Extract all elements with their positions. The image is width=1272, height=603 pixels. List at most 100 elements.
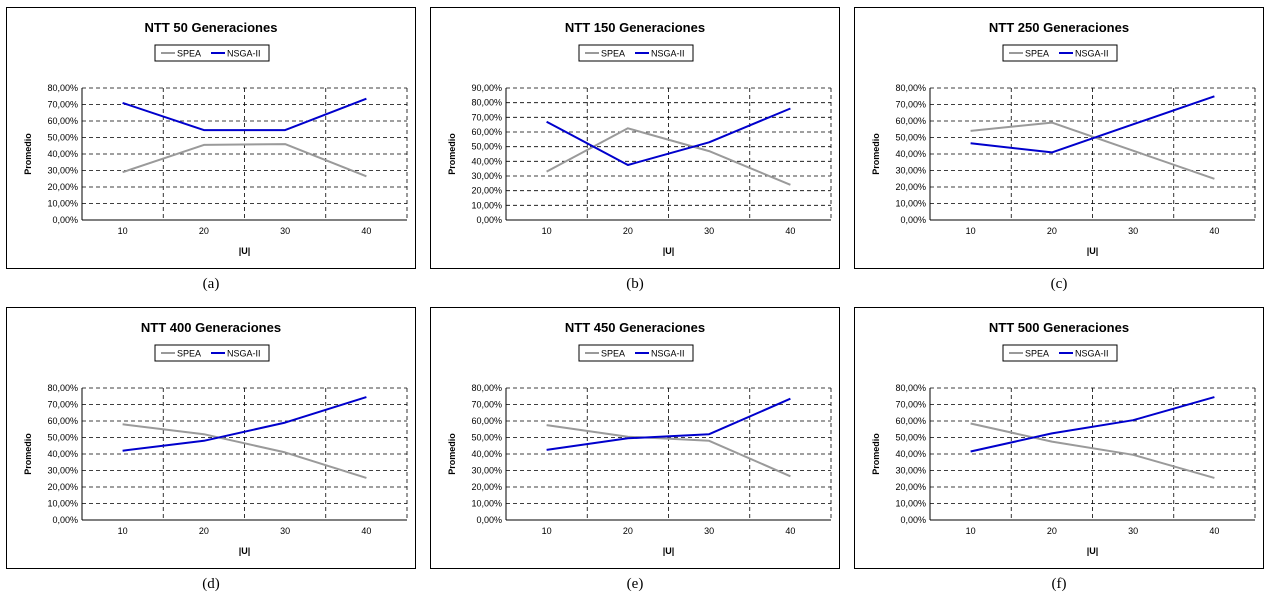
x-tick-label: 30 bbox=[280, 526, 290, 536]
x-axis-label: |U| bbox=[239, 246, 251, 256]
y-tick-label: 0,00% bbox=[476, 515, 502, 525]
chart-title: NTT 50 Generaciones bbox=[145, 20, 278, 35]
y-tick-label: 10,00% bbox=[895, 199, 926, 209]
y-tick-label: 80,00% bbox=[895, 383, 926, 393]
y-tick-label: 80,00% bbox=[895, 83, 926, 93]
x-tick-label: 10 bbox=[542, 526, 552, 536]
x-axis-label: |U| bbox=[1087, 546, 1099, 556]
y-tick-label: 30,00% bbox=[895, 466, 926, 476]
y-tick-label: 10,00% bbox=[471, 200, 502, 210]
y-tick-label: 80,00% bbox=[47, 383, 78, 393]
x-tick-label: 20 bbox=[199, 526, 209, 536]
y-tick-label: 60,00% bbox=[471, 127, 502, 137]
series-line-spea bbox=[546, 127, 791, 186]
x-axis-label: |U| bbox=[1087, 246, 1099, 256]
y-tick-label: 0,00% bbox=[476, 215, 502, 225]
x-tick-label: 20 bbox=[1047, 226, 1057, 236]
x-tick-label: 40 bbox=[1209, 226, 1219, 236]
legend-label-spea: SPEA bbox=[601, 49, 625, 59]
x-tick-label: 10 bbox=[966, 226, 976, 236]
caption-c: (c) bbox=[1050, 276, 1068, 292]
x-tick-label: 10 bbox=[542, 226, 552, 236]
x-tick-label: 30 bbox=[1128, 226, 1138, 236]
legend-label-spea: SPEA bbox=[177, 49, 201, 59]
x-tick-label: 10 bbox=[966, 526, 976, 536]
series-line-spea bbox=[546, 424, 791, 478]
legend-label-nsga-ii: NSGA-II bbox=[227, 349, 261, 359]
y-axis-label: Promedio bbox=[447, 433, 457, 475]
chart-svg-d: NTT 400 Generaciones SPEA NSGA-II 0,00% 10,0… bbox=[23, 320, 408, 556]
chart-svg-f: NTT 500 Generaciones SPEA NSGA-II 0,00% 10,0… bbox=[871, 320, 1256, 556]
caption-d: (d) bbox=[202, 576, 220, 592]
series-line-nsga-ii bbox=[970, 396, 1215, 453]
chart-panel-b: NTT 150 Generaciones SPEA NSGA-II 0,00% 10,0… bbox=[430, 7, 840, 269]
y-tick-label: 80,00% bbox=[471, 98, 502, 108]
series-line-nsga-ii bbox=[122, 396, 367, 452]
legend-label-spea: SPEA bbox=[177, 349, 201, 359]
series-line-spea bbox=[122, 423, 367, 479]
y-tick-label: 50,00% bbox=[471, 142, 502, 152]
y-tick-label: 30,00% bbox=[895, 166, 926, 176]
y-tick-label: 40,00% bbox=[471, 449, 502, 459]
x-tick-label: 40 bbox=[785, 226, 795, 236]
x-tick-label: 40 bbox=[361, 226, 371, 236]
y-tick-label: 30,00% bbox=[471, 171, 502, 181]
legend-label-nsga-ii: NSGA-II bbox=[651, 349, 685, 359]
y-tick-label: 40,00% bbox=[895, 149, 926, 159]
legend-label-nsga-ii: NSGA-II bbox=[651, 49, 685, 59]
chart-panel-f: NTT 500 Generaciones SPEA NSGA-II 0,00% 10,0… bbox=[854, 307, 1264, 569]
chart-title: NTT 250 Generaciones bbox=[989, 20, 1129, 35]
chart-svg-b: NTT 150 Generaciones SPEA NSGA-II 0,00% 10,0… bbox=[447, 20, 832, 256]
series-line-nsga-ii bbox=[546, 397, 791, 451]
y-tick-label: 50,00% bbox=[895, 133, 926, 143]
chart-title: NTT 150 Generaciones bbox=[565, 20, 705, 35]
x-tick-label: 10 bbox=[118, 226, 128, 236]
y-tick-label: 90,00% bbox=[471, 83, 502, 93]
y-tick-label: 30,00% bbox=[471, 466, 502, 476]
y-tick-label: 10,00% bbox=[47, 499, 78, 509]
caption-f: (f) bbox=[1051, 576, 1067, 592]
y-tick-label: 0,00% bbox=[52, 215, 78, 225]
legend-label-spea: SPEA bbox=[1025, 49, 1049, 59]
x-axis-label: |U| bbox=[663, 246, 675, 256]
y-tick-label: 40,00% bbox=[47, 149, 78, 159]
y-tick-label: 60,00% bbox=[471, 416, 502, 426]
y-tick-label: 60,00% bbox=[895, 116, 926, 126]
x-tick-label: 30 bbox=[704, 526, 714, 536]
y-axis-label: Promedio bbox=[23, 133, 33, 175]
y-tick-label: 40,00% bbox=[895, 449, 926, 459]
y-tick-label: 40,00% bbox=[471, 156, 502, 166]
y-tick-label: 50,00% bbox=[471, 433, 502, 443]
x-tick-label: 20 bbox=[199, 226, 209, 236]
y-axis-label: Promedio bbox=[871, 433, 881, 475]
x-axis-label: |U| bbox=[663, 546, 675, 556]
legend-label-nsga-ii: NSGA-II bbox=[227, 49, 261, 59]
y-axis-label: Promedio bbox=[447, 133, 457, 175]
y-tick-label: 20,00% bbox=[895, 182, 926, 192]
x-tick-label: 30 bbox=[280, 226, 290, 236]
caption-a: (a) bbox=[202, 276, 220, 292]
y-tick-label: 10,00% bbox=[47, 199, 78, 209]
y-tick-label: 80,00% bbox=[47, 83, 78, 93]
y-tick-label: 60,00% bbox=[47, 116, 78, 126]
y-tick-label: 20,00% bbox=[895, 482, 926, 492]
legend-label-spea: SPEA bbox=[1025, 349, 1049, 359]
y-axis-label: Promedio bbox=[871, 133, 881, 175]
x-tick-label: 30 bbox=[1128, 526, 1138, 536]
series-line-nsga-ii bbox=[546, 107, 791, 166]
x-tick-label: 10 bbox=[118, 526, 128, 536]
y-tick-label: 20,00% bbox=[47, 482, 78, 492]
chart-panel-e: NTT 450 Generaciones SPEA NSGA-II 0,00% 10,0… bbox=[430, 307, 840, 569]
y-tick-label: 70,00% bbox=[895, 100, 926, 110]
y-tick-label: 60,00% bbox=[47, 416, 78, 426]
chart-panel-a: NTT 50 Generaciones SPEA NSGA-II 0,00% 10,00… bbox=[6, 7, 416, 269]
y-tick-label: 30,00% bbox=[47, 166, 78, 176]
y-tick-label: 20,00% bbox=[47, 182, 78, 192]
caption-b: (b) bbox=[626, 276, 644, 292]
y-tick-label: 50,00% bbox=[47, 433, 78, 443]
chart-panel-d: NTT 400 Generaciones SPEA NSGA-II 0,00% 10,0… bbox=[6, 307, 416, 569]
x-axis-label: |U| bbox=[239, 546, 251, 556]
y-tick-label: 70,00% bbox=[47, 100, 78, 110]
series-line-nsga-ii bbox=[122, 97, 367, 132]
y-tick-label: 30,00% bbox=[47, 466, 78, 476]
